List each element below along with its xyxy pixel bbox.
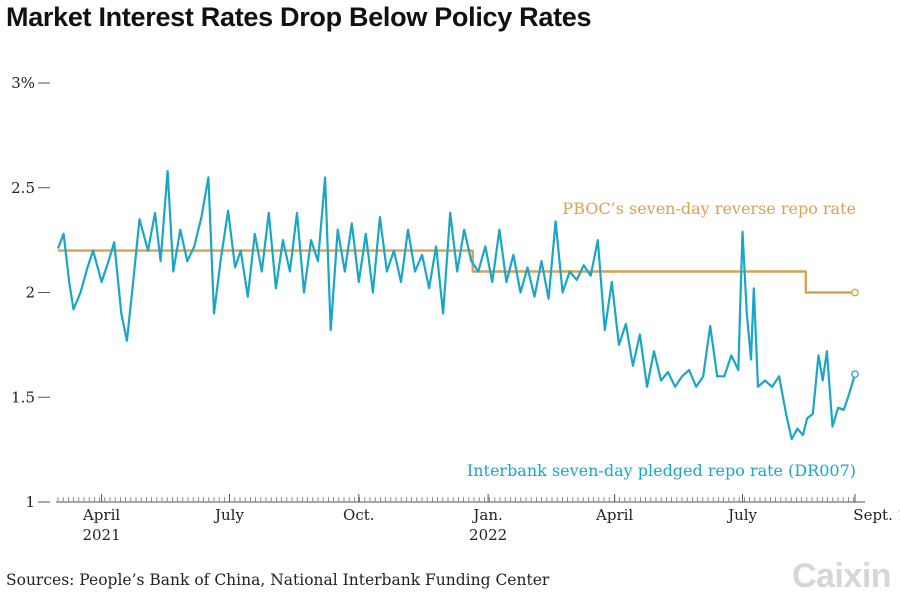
x-tick-label: Jan. — [471, 506, 502, 524]
x-tick-label: April — [82, 506, 120, 524]
policy-rate-line — [58, 249, 855, 294]
x-tick-label: July — [213, 506, 244, 524]
x-tick-label: Oct. — [343, 506, 375, 524]
policy-rate-line-end-marker — [851, 288, 859, 297]
dr007-line — [56, 169, 857, 441]
source-note: Sources: People’s Bank of China, Nationa… — [6, 571, 550, 589]
x-tick-label: Sept. 19 — [853, 506, 900, 524]
x-minor-ticks — [57, 497, 854, 502]
x-tick-label: July — [726, 506, 757, 524]
x-tick-year-label: 2022 — [469, 526, 507, 544]
y-tick-label: 2.5 — [11, 179, 35, 197]
y-tick-label: 2 — [25, 284, 35, 302]
dr007-line-end-marker — [851, 370, 859, 379]
series-layer — [56, 169, 859, 441]
y-tick-label: 3% — [11, 74, 35, 92]
dr007-series-label: Interbank seven-day pledged repo rate (D… — [467, 461, 856, 480]
x-tick-year-label: 2021 — [82, 526, 120, 544]
chart-title: Market Interest Rates Drop Below Policy … — [6, 2, 592, 32]
caixin-logo: Caixin — [792, 557, 892, 595]
y-tick-label: 1.5 — [11, 388, 35, 406]
y-axis: 1 1.5 2 2.5 3% — [11, 74, 50, 511]
y-tick-label: 1 — [25, 493, 35, 511]
policy-rate-series-label: PBOC’s seven-day reverse repo rate — [562, 199, 856, 218]
x-tick-label: April — [595, 506, 633, 524]
x-axis: April 2021 July Oct. Jan. 2022 April July Sept. … — [56, 494, 900, 544]
